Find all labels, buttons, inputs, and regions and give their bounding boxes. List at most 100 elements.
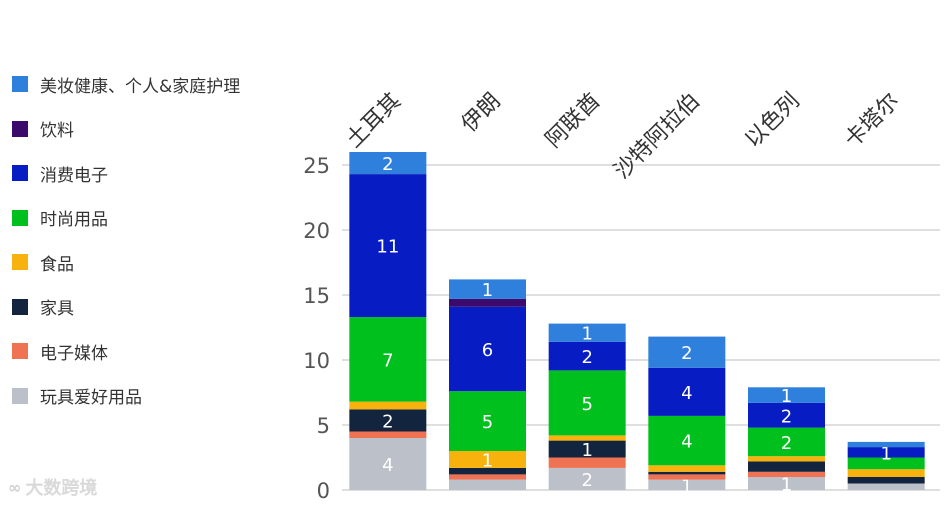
bar-segment: [748, 402, 825, 428]
data-label: 2: [581, 347, 592, 368]
legend-item: 饮料: [12, 107, 240, 152]
bar-segment: [847, 469, 925, 477]
legend-item: 时尚用品: [12, 196, 240, 241]
legend-item: 家具: [12, 285, 240, 330]
x-tick-label: 阿联酋: [541, 89, 605, 153]
bar-segment: [548, 467, 626, 490]
bar-segment: [648, 474, 726, 480]
bar-segment: [548, 440, 626, 458]
data-label: 2: [681, 343, 692, 364]
bar-segment: [748, 461, 825, 472]
legend-swatch: [12, 298, 28, 315]
bar-segment: [548, 370, 626, 436]
bar-segment: [748, 427, 825, 457]
data-label: 4: [681, 432, 692, 453]
bar-segment: [449, 451, 526, 468]
data-label: 1: [880, 443, 891, 464]
data-label: 1: [581, 440, 592, 461]
legend-swatch: [12, 209, 28, 226]
legend-label: 电子媒体: [40, 343, 108, 364]
bar-segment: [748, 477, 825, 490]
legend-swatch: [12, 120, 28, 137]
data-label: 1: [482, 280, 493, 301]
legend-label: 消费电子: [40, 165, 108, 186]
legend-label: 家具: [40, 299, 74, 320]
bar-segment: [449, 467, 526, 475]
bar-segment: [349, 152, 427, 175]
bar-segment: [847, 447, 925, 458]
data-label: 5: [482, 412, 493, 433]
data-label: 2: [581, 470, 592, 491]
bar-segment: [847, 457, 925, 470]
legend-swatch: [12, 165, 28, 182]
watermark: ∞ 大数跨境: [8, 474, 97, 500]
bar-segment: [748, 387, 825, 403]
bar-segment: [548, 323, 626, 342]
y-tick-label: 20: [303, 219, 330, 243]
data-label: 11: [376, 237, 399, 258]
legend-item: 食品: [12, 240, 240, 285]
x-tick-label: 沙特阿拉伯: [610, 89, 705, 184]
data-label: 6: [482, 340, 493, 361]
y-tick-label: 5: [317, 414, 330, 438]
legend-label: 饮料: [40, 121, 74, 142]
bar-segment: [748, 471, 825, 477]
bar-segment: [748, 456, 825, 462]
bar-segment: [847, 483, 925, 490]
legend-item: 电子媒体: [12, 329, 240, 374]
bar-segment: [449, 474, 526, 480]
data-label: 4: [681, 383, 692, 404]
legend-label: 时尚用品: [40, 210, 108, 231]
legend-label: 玩具爱好用品: [40, 388, 142, 409]
bar-segment: [449, 298, 526, 307]
legend-label: 美妆健康、个人&家庭护理: [40, 76, 241, 97]
legend-label: 食品: [40, 254, 74, 275]
bar-segment: [349, 317, 427, 402]
data-label: 2: [781, 433, 792, 454]
legend-swatch: [12, 343, 28, 360]
x-tick-label: 伊朗: [457, 89, 506, 138]
watermark-text: 大数跨境: [25, 478, 98, 499]
x-tick-label: 卡塔尔: [840, 89, 904, 153]
bar-segment: [648, 367, 726, 416]
bar-segment: [449, 306, 526, 392]
data-label: 2: [781, 406, 792, 427]
legend-item: 消费电子: [12, 151, 240, 196]
legend-swatch: [12, 254, 28, 271]
data-label: 1: [482, 450, 493, 471]
bar-segment: [449, 391, 526, 451]
bar-segment: [847, 477, 925, 484]
legend-item: 美妆健康、个人&家庭护理: [12, 62, 240, 107]
bar-segment: [648, 415, 726, 466]
legend-item: 玩具爱好用品: [12, 374, 240, 419]
data-label: 1: [681, 476, 692, 497]
bar-segment: [349, 431, 427, 438]
bar-segment: [349, 409, 427, 432]
data-label: 7: [382, 350, 393, 371]
bar-segment: [449, 279, 526, 299]
data-label: 5: [581, 394, 592, 415]
data-label: 4: [382, 455, 393, 476]
bar-segment: [449, 479, 526, 490]
data-label: 1: [781, 386, 792, 407]
bar-segment: [648, 479, 726, 490]
bar-segment: [648, 336, 726, 368]
y-tick-label: 0: [317, 479, 330, 503]
bar-segment: [349, 174, 427, 318]
data-label: 1: [581, 324, 592, 345]
bar-segment: [648, 471, 726, 475]
x-tick-label: 以色列: [740, 89, 804, 153]
y-tick-label: 15: [303, 284, 330, 308]
bar-segment: [548, 457, 626, 468]
bar-segment: [349, 438, 427, 490]
legend: 美妆健康、个人&家庭护理 饮料 消费电子 时尚用品 食品 家具 电子媒体 玩具爱…: [12, 62, 240, 418]
bar-segment: [548, 435, 626, 441]
logo-icon: ∞: [8, 477, 22, 497]
bar-segment: [847, 441, 925, 448]
data-label: 2: [382, 411, 393, 432]
legend-swatch: [12, 76, 28, 93]
y-tick-label: 25: [303, 154, 330, 178]
y-tick-label: 10: [303, 349, 330, 373]
legend-swatch: [12, 387, 28, 404]
